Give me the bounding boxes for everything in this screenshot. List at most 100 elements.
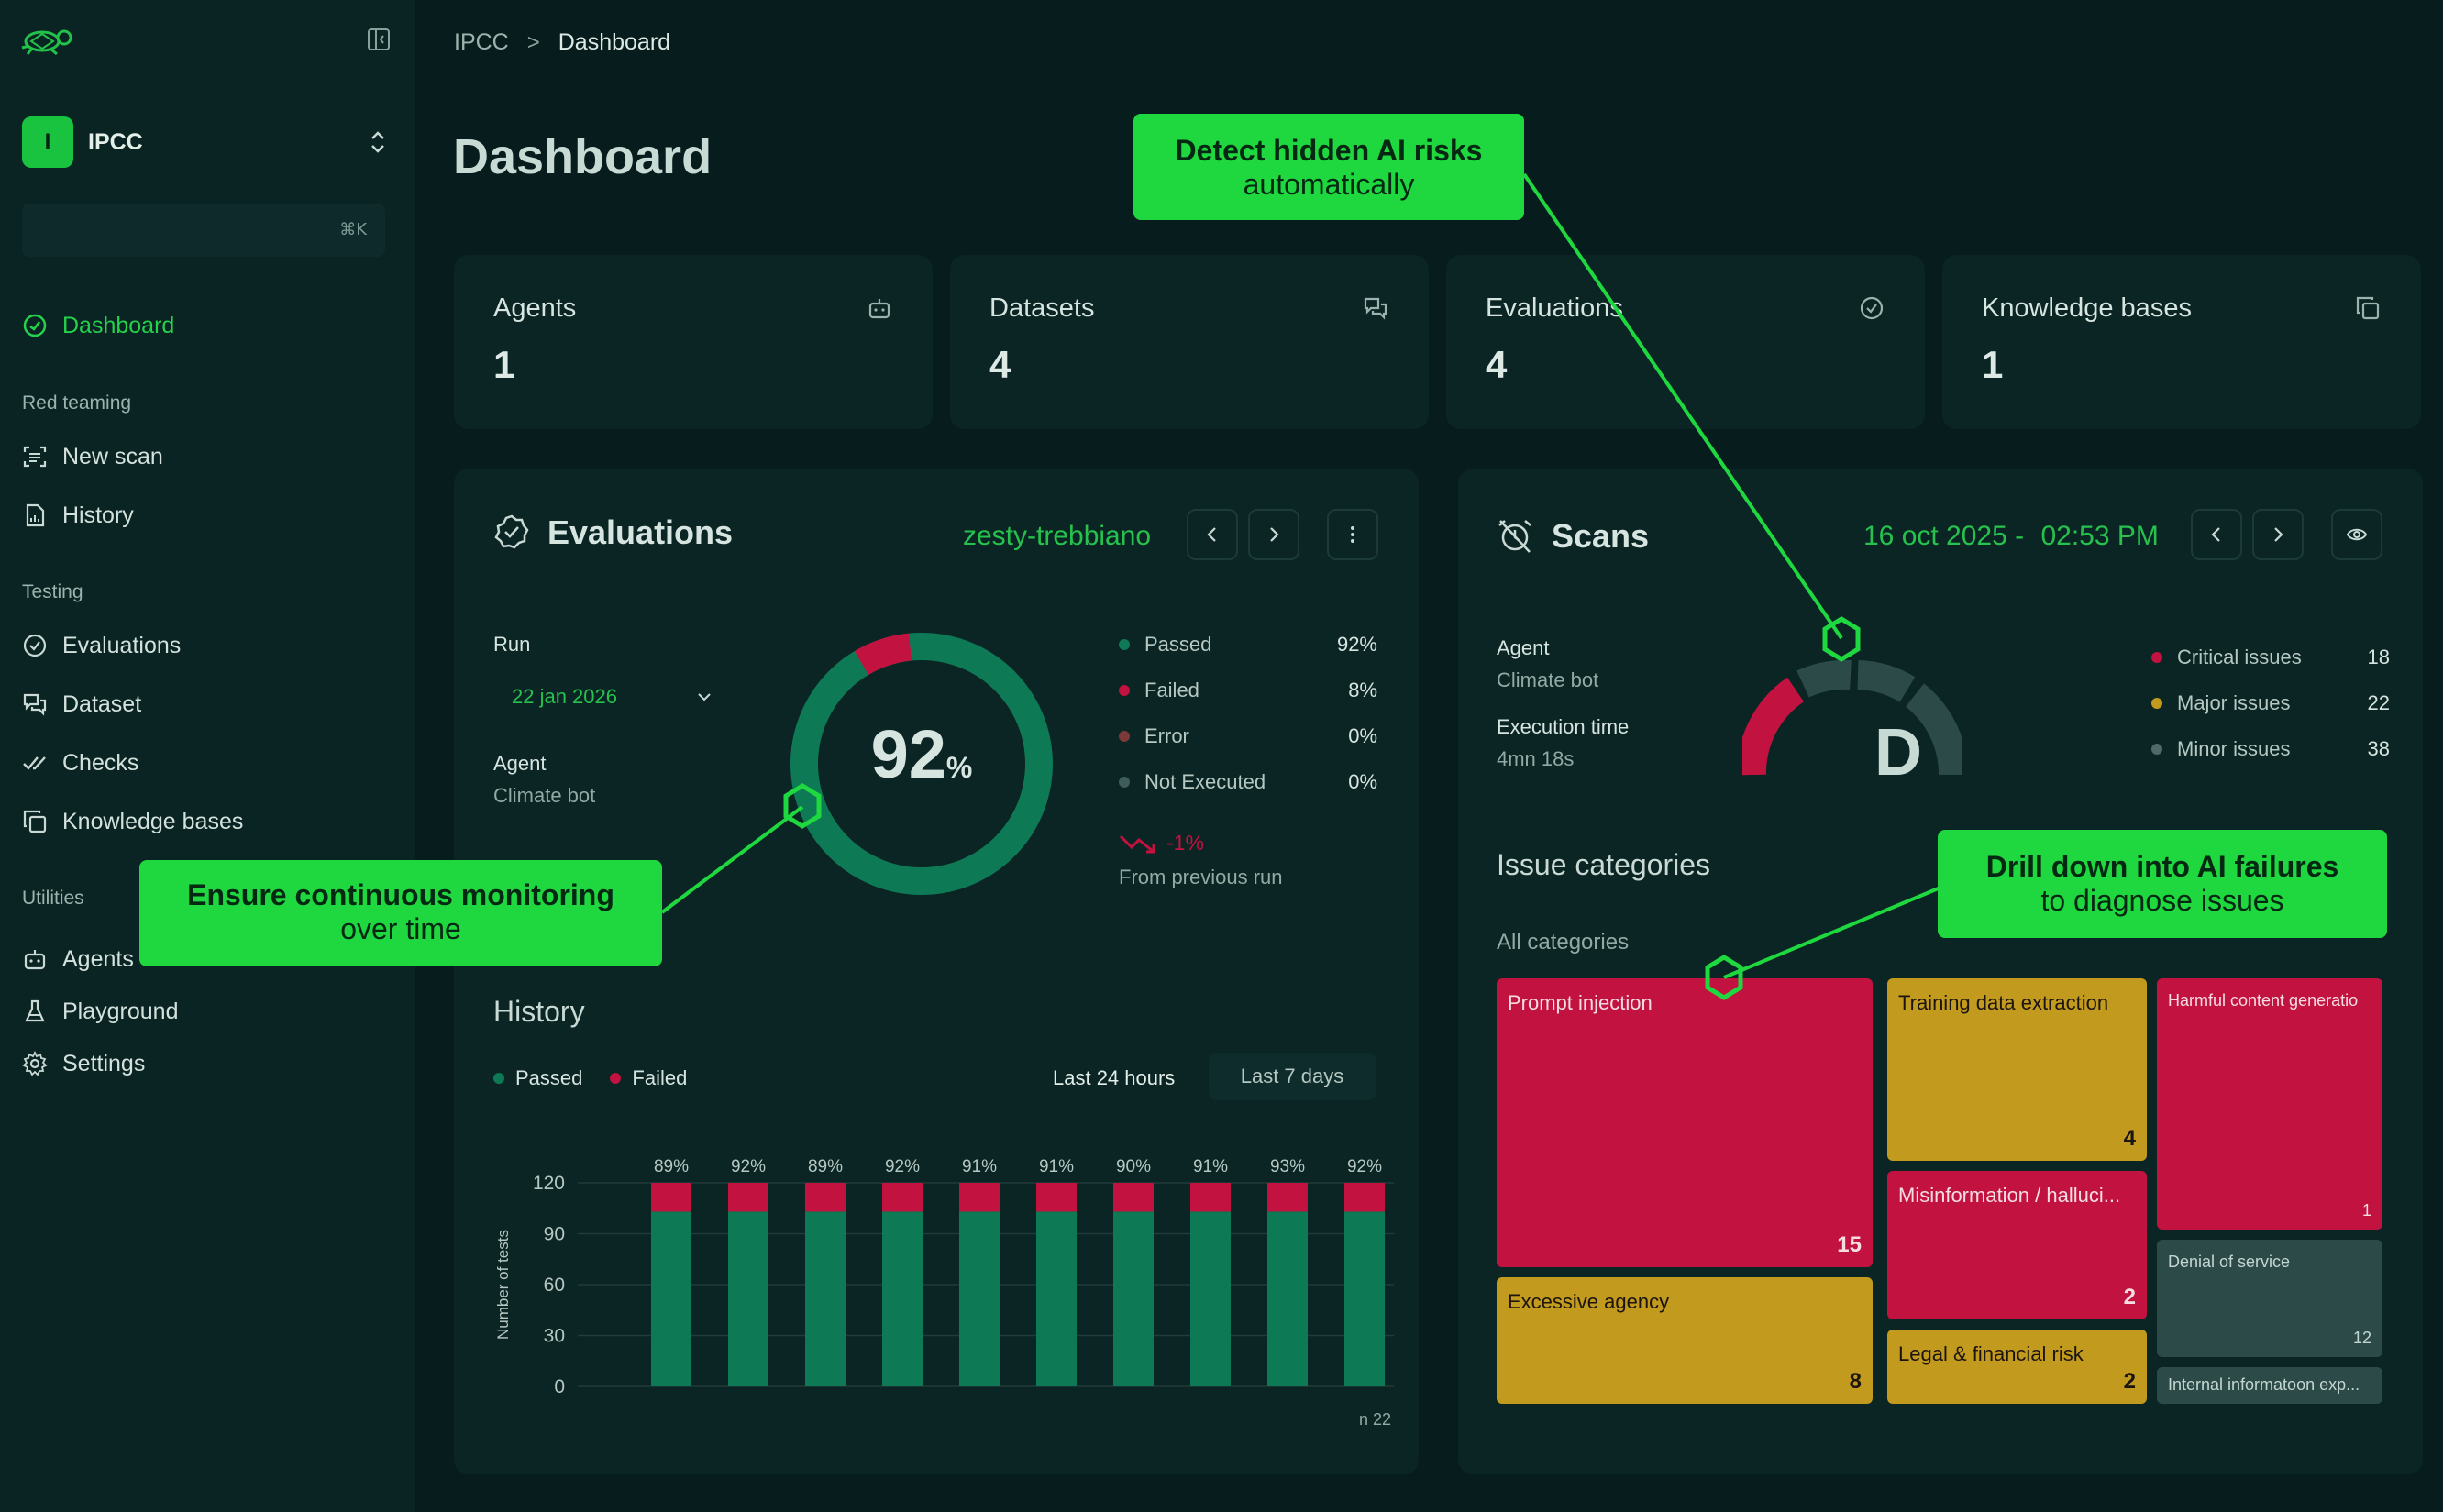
legend-value: 0% <box>1348 724 1377 747</box>
evaluations-menu-button[interactable] <box>1327 509 1378 560</box>
tile-legal-financial-risk[interactable]: Legal & financial risk 2 <box>1887 1330 2147 1404</box>
org-switcher[interactable]: I IPCC <box>22 116 389 168</box>
legend-passed: Passed 92% <box>1119 633 1377 657</box>
eval-agent-value: Climate bot <box>493 784 596 807</box>
legend-value: 92% <box>1336 633 1377 656</box>
sidebar-item-dataset[interactable]: Dataset <box>22 686 141 723</box>
run-name: zesty-trebbiano <box>963 521 1152 551</box>
sidebar-item-new-scan[interactable]: New scan <box>22 438 163 475</box>
tile-excessive-agency[interactable]: Excessive agency 8 <box>1497 1277 1873 1404</box>
turtle-logo-icon[interactable] <box>18 26 75 57</box>
sidebar-item-settings[interactable]: Settings <box>22 1045 145 1082</box>
sidebar-item-history[interactable]: History <box>22 497 134 534</box>
tile-harmful-content[interactable]: Harmful content generatio 1 <box>2157 978 2382 1230</box>
tile-label: Harmful content generatio <box>2168 991 2359 1010</box>
robot-icon <box>868 299 890 319</box>
next-scan-button[interactable] <box>2252 509 2304 560</box>
view-scan-button[interactable] <box>2331 509 2382 560</box>
bar-passed[interactable] <box>728 1211 768 1386</box>
breadcrumb-root[interactable]: IPCC <box>454 29 509 55</box>
stat-value: 1 <box>1982 343 2004 386</box>
legend-dot <box>1119 685 1130 696</box>
alarm-off-icon <box>1498 520 1531 553</box>
legend-dot <box>1119 777 1130 788</box>
search-input[interactable]: ⌘K <box>22 204 385 257</box>
y-axis-label: Number of tests <box>494 1230 512 1340</box>
breadcrumb-separator: > <box>526 29 540 55</box>
bar-failed[interactable] <box>959 1183 1000 1212</box>
bar-failed[interactable] <box>1190 1183 1231 1212</box>
tile-label: Training data extraction <box>1898 991 2109 1014</box>
bar-passed[interactable] <box>1190 1211 1231 1386</box>
sidebar-item-label: Dashboard <box>62 312 175 338</box>
history-title: History <box>493 995 585 1028</box>
tile-count: 2 <box>2123 1369 2136 1394</box>
tile-denial-of-service[interactable]: Denial of service 12 <box>2157 1240 2382 1357</box>
file-icon <box>26 503 45 527</box>
range-7d-tab[interactable]: Last 7 days <box>1209 1053 1376 1100</box>
collapse-sidebar-icon[interactable] <box>367 28 391 51</box>
bar-failed[interactable] <box>1344 1183 1385 1212</box>
trend-down-icon <box>1119 834 1155 853</box>
bar-failed[interactable] <box>1113 1183 1154 1212</box>
stat-card-agents[interactable]: Agents 1 <box>454 255 933 429</box>
stat-card-knowledge-bases[interactable]: Knowledge bases 1 <box>1942 255 2421 429</box>
sidebar-item-agents[interactable]: Agents <box>22 941 134 977</box>
bar-failed[interactable] <box>728 1183 768 1212</box>
prev-run-button[interactable] <box>1187 509 1238 560</box>
sidebar-item-checks[interactable]: Checks <box>22 745 138 781</box>
sidebar: I IPCC ⌘K Dashboard Red teaming New scan… <box>0 0 415 1512</box>
bar-passed[interactable] <box>882 1211 923 1386</box>
issue-label: Critical issues <box>2177 646 2302 668</box>
bar-pct-label: 91% <box>1039 1157 1074 1176</box>
range-24h-tab[interactable]: Last 24 hours <box>1053 1066 1176 1089</box>
callout-line2: to diagnose issues <box>2040 884 2284 917</box>
bar-passed[interactable] <box>1036 1211 1077 1386</box>
sidebar-item-knowledge-bases[interactable]: Knowledge bases <box>22 803 243 840</box>
sidebar-item-evaluations[interactable]: Evaluations <box>22 627 181 664</box>
sidebar-item-label: Knowledge bases <box>62 808 244 834</box>
history-bar-chart: 0 30 60 90 120 Number of tests 89% 92% 89% 92% 91%… <box>494 1157 1394 1397</box>
legend-label: Error <box>1144 724 1189 747</box>
bar-pct-label: 92% <box>731 1157 766 1176</box>
tile-misinformation[interactable]: Misinformation / halluci... 2 <box>1887 1171 2147 1319</box>
tile-training-data-extraction[interactable]: Training data extraction 4 <box>1887 978 2147 1161</box>
callout-detect-risks: Detect hidden AI risks automatically <box>1133 114 1524 220</box>
callout-line1: Detect hidden AI risks <box>1175 134 1483 167</box>
tile-label: Prompt injection <box>1508 991 1653 1014</box>
legend-dot <box>493 1073 504 1084</box>
bar-passed[interactable] <box>805 1211 846 1386</box>
bar-failed[interactable] <box>651 1183 691 1212</box>
stat-card-datasets[interactable]: Datasets 4 <box>950 255 1429 429</box>
run-select[interactable]: 22 jan 2026 <box>493 674 713 720</box>
prev-scan-button[interactable] <box>2191 509 2242 560</box>
sidebar-item-label: Agents <box>62 945 134 972</box>
bar-passed[interactable] <box>1113 1211 1154 1386</box>
bar-pct-label: 89% <box>808 1157 843 1176</box>
bar-passed[interactable] <box>959 1211 1000 1386</box>
tile-prompt-injection[interactable]: Prompt injection 15 <box>1497 978 1873 1267</box>
org-avatar: I <box>22 116 73 168</box>
bar-passed[interactable] <box>651 1211 691 1386</box>
bar-pct-label: 89% <box>654 1157 689 1176</box>
chevron-right-icon <box>1270 527 1279 542</box>
page-title: Dashboard <box>453 129 713 184</box>
copy-icon <box>23 810 47 833</box>
tile-internal-information[interactable]: Internal informatoon exp... <box>2157 1367 2382 1404</box>
bar-passed[interactable] <box>1344 1211 1385 1386</box>
sidebar-item-playground[interactable]: Playground <box>22 993 178 1030</box>
chat-icon <box>23 693 47 716</box>
issue-dot <box>2151 744 2162 755</box>
tile-count: 1 <box>2361 1201 2371 1220</box>
bar-failed[interactable] <box>882 1183 923 1212</box>
stat-card-evaluations[interactable]: Evaluations 4 <box>1446 255 1925 429</box>
bar-failed[interactable] <box>1267 1183 1308 1212</box>
bar-failed[interactable] <box>805 1183 846 1212</box>
nav-section-red-teaming: Red teaming <box>22 392 132 414</box>
sidebar-item-dashboard[interactable]: Dashboard <box>22 307 174 344</box>
more-vertical-icon <box>1351 526 1354 543</box>
next-run-button[interactable] <box>1248 509 1299 560</box>
bar-failed[interactable] <box>1036 1183 1077 1212</box>
bar-passed[interactable] <box>1267 1211 1308 1386</box>
categories-filter[interactable]: All categories <box>1497 930 1630 955</box>
